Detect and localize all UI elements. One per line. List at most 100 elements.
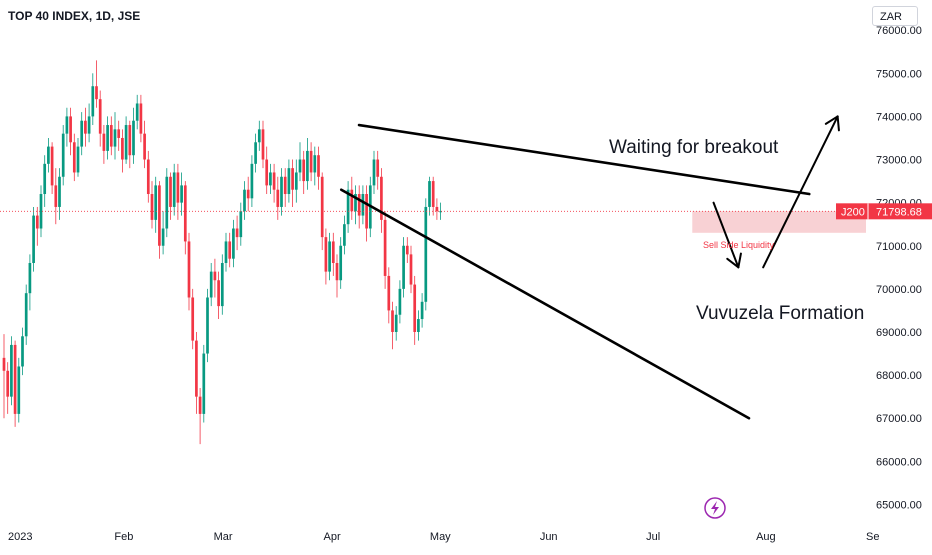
candle[interactable] <box>372 150 376 195</box>
candle[interactable] <box>398 280 402 324</box>
candle[interactable] <box>202 344 206 423</box>
candle[interactable] <box>439 202 442 220</box>
candle[interactable] <box>58 168 61 220</box>
candle[interactable] <box>161 211 165 255</box>
candle[interactable] <box>387 267 391 324</box>
candle[interactable] <box>24 284 28 345</box>
candle[interactable] <box>383 211 387 289</box>
candle[interactable] <box>113 112 117 160</box>
candle[interactable] <box>420 293 424 328</box>
candle[interactable] <box>206 288 209 363</box>
candle[interactable] <box>265 146 269 195</box>
candle[interactable] <box>17 357 21 423</box>
candle[interactable] <box>84 107 87 147</box>
down-arrow[interactable] <box>712 201 742 269</box>
candle[interactable] <box>431 176 435 216</box>
candle[interactable] <box>402 237 405 298</box>
candle[interactable] <box>21 327 24 376</box>
candle[interactable] <box>435 198 439 220</box>
candle[interactable] <box>91 73 95 126</box>
candle[interactable] <box>339 237 343 289</box>
candle[interactable] <box>143 120 146 169</box>
candle[interactable] <box>39 185 43 238</box>
candle[interactable] <box>13 340 17 427</box>
candle[interactable] <box>294 159 298 203</box>
candle[interactable] <box>106 116 109 160</box>
candle[interactable] <box>158 181 161 259</box>
candle[interactable] <box>54 168 58 225</box>
candle[interactable] <box>228 232 232 268</box>
candle[interactable] <box>361 185 365 225</box>
candle[interactable] <box>69 107 72 156</box>
candle[interactable] <box>50 142 54 195</box>
candle[interactable] <box>154 176 158 233</box>
candle[interactable] <box>65 107 69 147</box>
candle[interactable] <box>335 254 339 298</box>
candle[interactable] <box>246 176 250 212</box>
candle[interactable] <box>128 120 132 169</box>
candle[interactable] <box>413 275 417 345</box>
candle[interactable] <box>232 219 235 268</box>
candle[interactable] <box>80 112 84 156</box>
candle[interactable] <box>2 334 6 419</box>
candle[interactable] <box>302 150 306 195</box>
candle[interactable] <box>254 133 257 173</box>
candle[interactable] <box>346 181 350 233</box>
candle[interactable] <box>209 263 213 307</box>
candle[interactable] <box>269 163 272 195</box>
up-arrow[interactable] <box>762 115 840 269</box>
candle[interactable] <box>98 90 102 147</box>
candle[interactable] <box>121 129 124 173</box>
candle[interactable] <box>235 215 239 251</box>
candle[interactable] <box>343 215 346 255</box>
candle[interactable] <box>328 232 331 281</box>
candle[interactable] <box>317 146 320 190</box>
candle[interactable] <box>276 176 280 220</box>
candle[interactable] <box>102 125 106 164</box>
candle[interactable] <box>324 228 328 285</box>
candle[interactable] <box>287 159 291 203</box>
candle[interactable] <box>272 163 276 203</box>
candle[interactable] <box>320 172 324 251</box>
candle[interactable] <box>405 237 409 263</box>
candle[interactable] <box>354 185 357 225</box>
candle[interactable] <box>191 288 195 350</box>
candle[interactable] <box>169 172 172 220</box>
candle[interactable] <box>117 120 121 151</box>
candle[interactable] <box>306 137 309 190</box>
candle[interactable] <box>357 185 361 229</box>
candle[interactable] <box>72 133 76 182</box>
candle[interactable] <box>87 103 91 143</box>
candle[interactable] <box>124 116 128 164</box>
candle[interactable] <box>139 94 143 143</box>
candle[interactable] <box>409 245 413 294</box>
candle[interactable] <box>331 232 335 276</box>
candle[interactable] <box>243 181 246 220</box>
candle[interactable] <box>350 176 354 220</box>
candle[interactable] <box>135 94 139 130</box>
candle[interactable] <box>32 206 35 272</box>
candle[interactable] <box>261 120 265 169</box>
candle[interactable] <box>291 159 294 207</box>
candle[interactable] <box>394 306 398 341</box>
candle[interactable] <box>43 155 47 207</box>
candle[interactable] <box>187 232 191 311</box>
candle[interactable] <box>239 202 243 246</box>
candle[interactable] <box>146 150 150 203</box>
candle[interactable] <box>391 301 394 350</box>
candle[interactable] <box>213 258 217 298</box>
candle[interactable] <box>6 362 10 414</box>
candle[interactable] <box>132 107 135 164</box>
candle[interactable] <box>172 163 176 216</box>
candle[interactable] <box>195 331 198 414</box>
candle[interactable] <box>165 168 169 238</box>
candle[interactable] <box>176 163 180 220</box>
lightning-button[interactable] <box>704 497 726 519</box>
candle[interactable] <box>109 116 113 156</box>
last-price-tag[interactable]: J200 71798.68 <box>836 203 932 220</box>
candle[interactable] <box>61 125 65 186</box>
candle[interactable] <box>95 60 98 108</box>
candle[interactable] <box>198 388 202 445</box>
candle[interactable] <box>280 168 283 216</box>
